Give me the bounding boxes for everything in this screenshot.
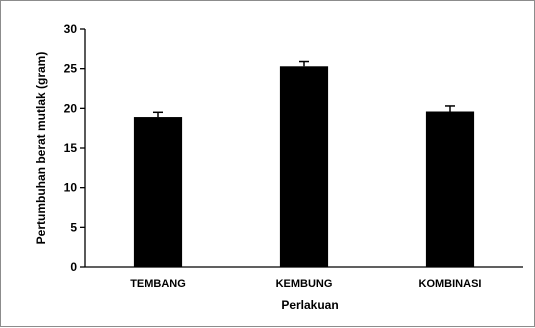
x-tick-label: KOMBINASI (419, 278, 482, 290)
bar (133, 117, 183, 267)
bars (133, 60, 475, 267)
y-axis-title: Pertumbuhan berat mutlak (gram) (34, 52, 48, 245)
y-tick-label: 30 (64, 22, 78, 36)
y-tick-label: 25 (64, 62, 78, 76)
x-axis-title: Perlakuan (281, 298, 338, 312)
y-tick-label: 5 (70, 220, 77, 234)
x-axis: TEMBANG KEMBUNG KOMBINASI (85, 266, 523, 290)
y-tick-label: 0 (70, 260, 77, 274)
x-tick-label: TEMBANG (130, 278, 186, 290)
bar (425, 111, 475, 267)
x-tick-label: KEMBUNG (276, 278, 333, 290)
y-tick-label: 15 (64, 141, 78, 155)
bar (279, 66, 329, 267)
y-tick-label: 20 (64, 101, 78, 115)
y-axis: 0 5 10 15 20 25 30 (64, 22, 86, 274)
y-tick-label: 10 (64, 181, 78, 195)
